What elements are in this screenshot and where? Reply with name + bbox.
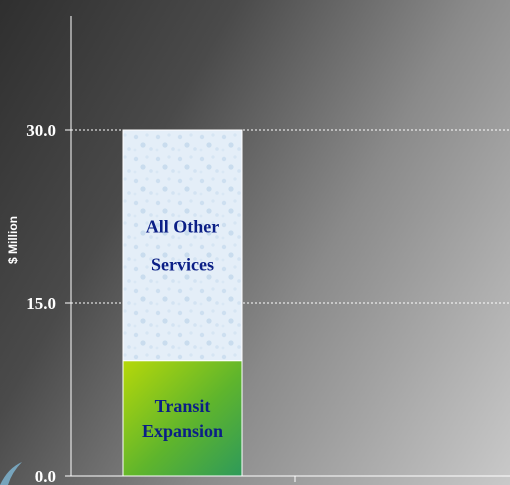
y-tick-label: 15.0	[26, 294, 56, 313]
bar-segment	[122, 360, 243, 477]
y-tick-label: 30.0	[26, 121, 56, 140]
segment-label: All Other	[146, 216, 220, 236]
segment-label: Services	[151, 254, 214, 274]
segment-label: Transit	[155, 396, 211, 416]
bar-segment	[122, 129, 243, 362]
segment-label: Expansion	[142, 421, 223, 441]
y-tick-label: 0.0	[35, 467, 56, 485]
corner-swoosh-decoration	[0, 462, 22, 485]
y-axis-title: $ Million	[6, 216, 20, 264]
